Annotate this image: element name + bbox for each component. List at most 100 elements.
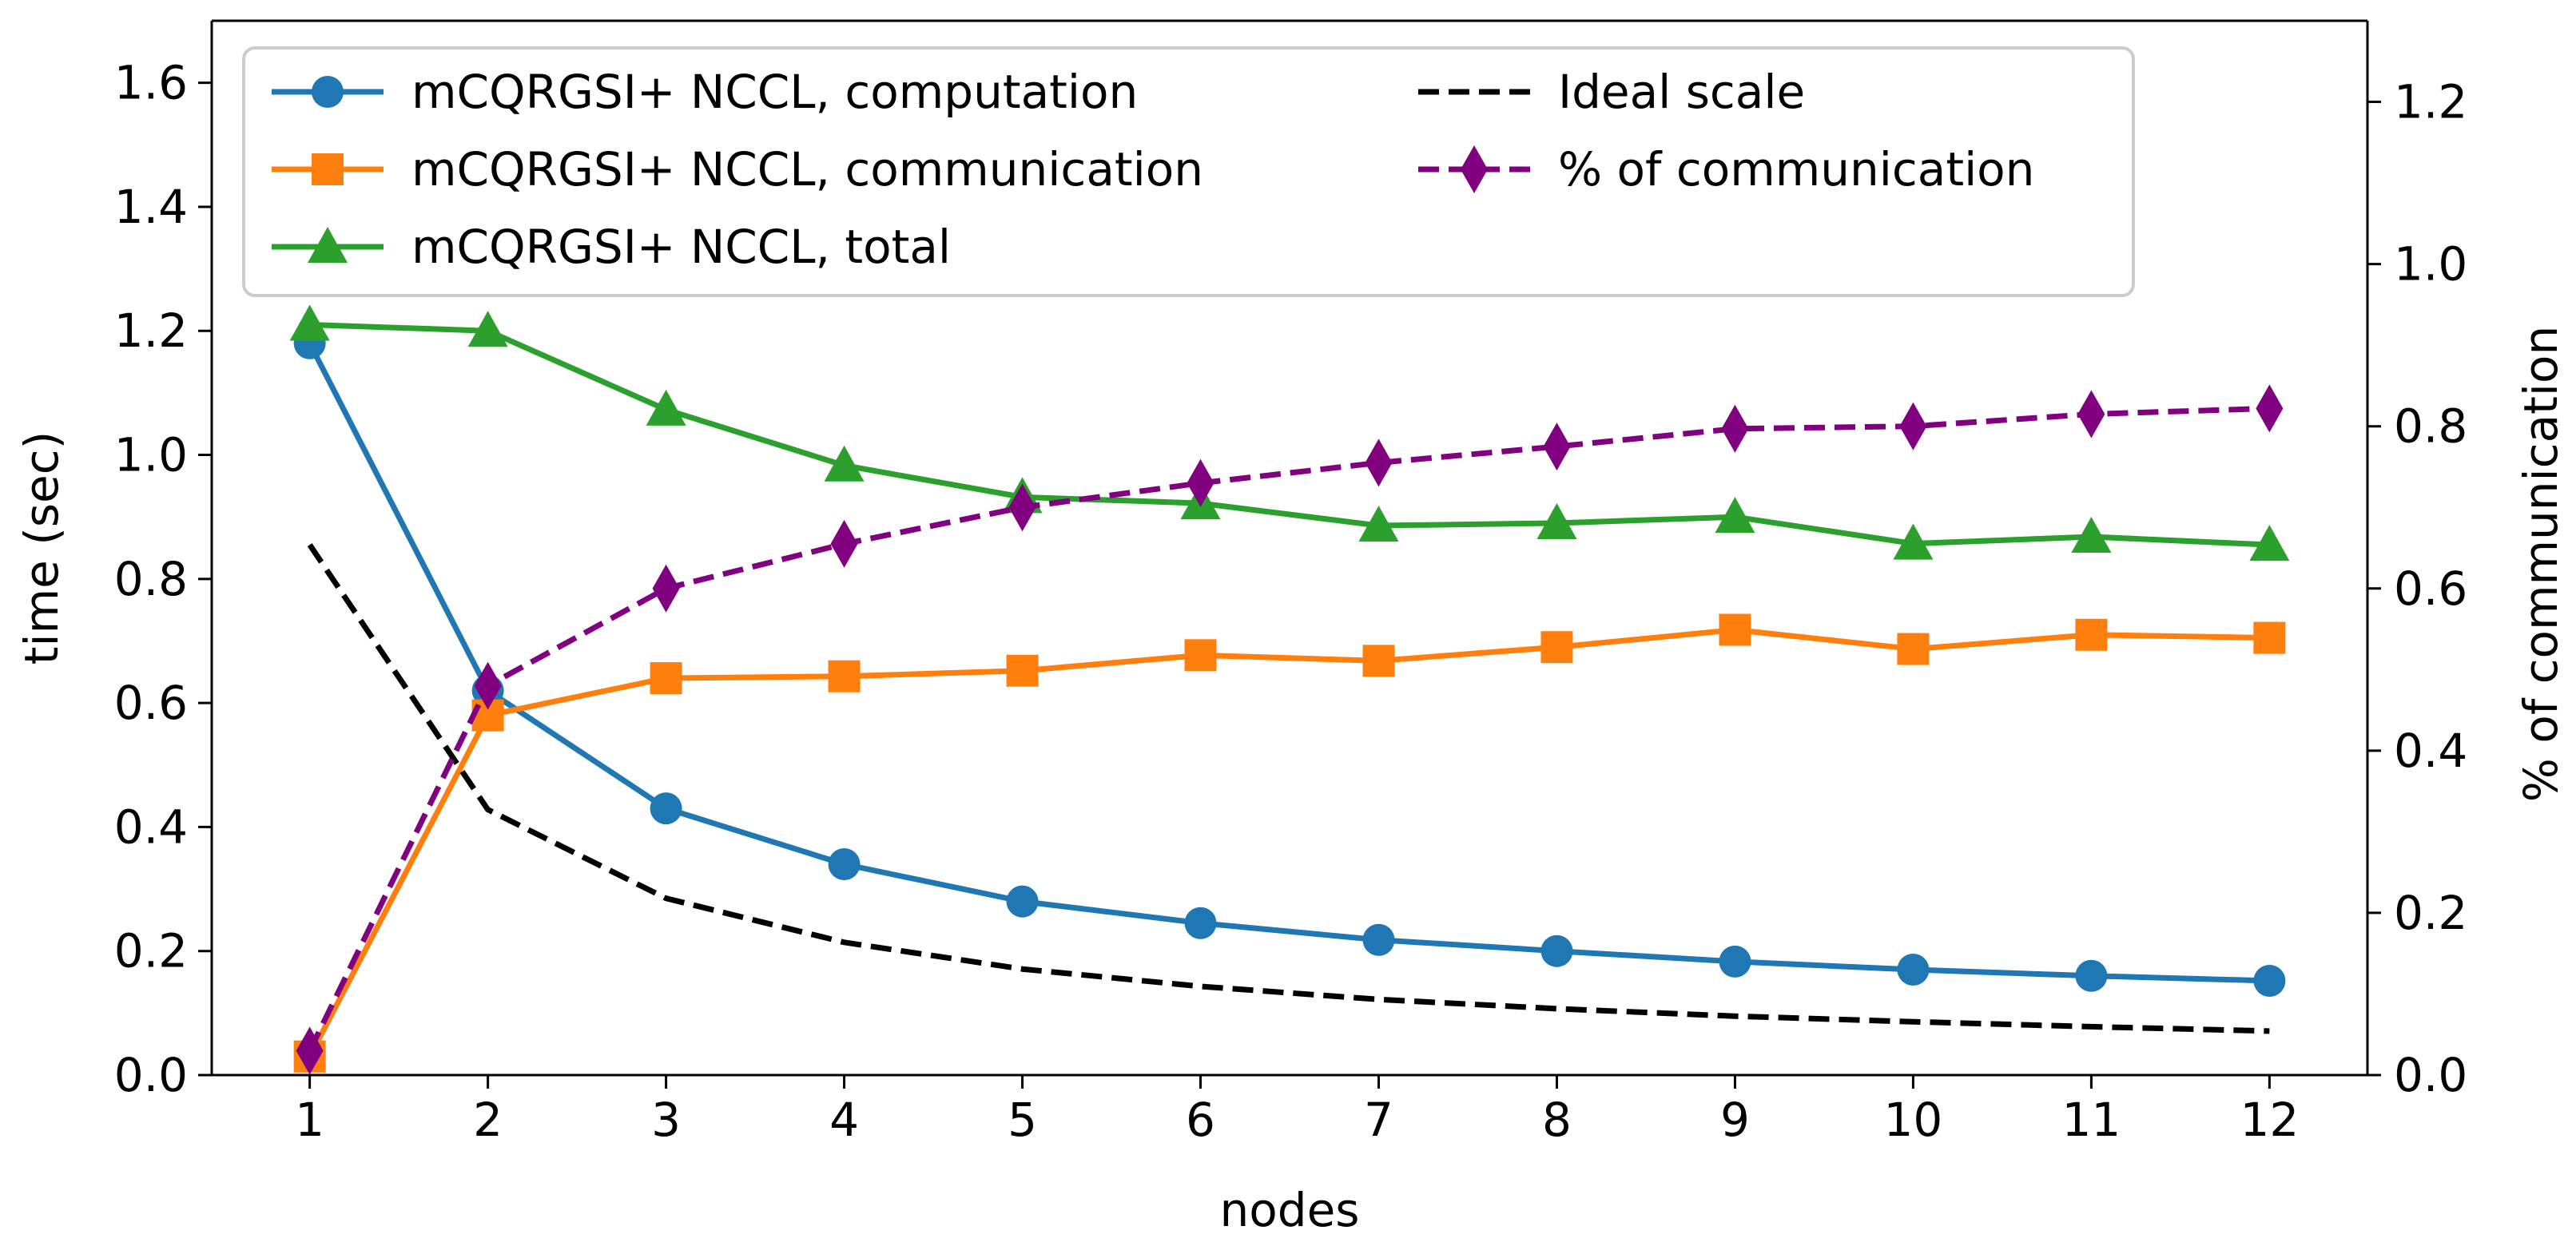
data-point bbox=[1540, 631, 1573, 664]
legend-marker bbox=[312, 76, 344, 108]
legend-marker bbox=[308, 227, 348, 263]
x-tick-label: 5 bbox=[1008, 1093, 1037, 1147]
data-point bbox=[2256, 384, 2284, 433]
y-right-tick-label: 0.6 bbox=[2394, 561, 2467, 616]
data-point bbox=[830, 519, 858, 568]
data-point bbox=[1006, 654, 1039, 687]
series-3 bbox=[307, 543, 2270, 1034]
series-1 bbox=[293, 613, 2286, 1073]
x-tick-label: 12 bbox=[2240, 1093, 2299, 1147]
data-point bbox=[652, 564, 680, 613]
data-point bbox=[1358, 506, 1399, 542]
y-right-tick-label: 0.4 bbox=[2394, 724, 2467, 778]
data-point bbox=[1006, 885, 1039, 918]
y-tick-label: 0.4 bbox=[114, 800, 188, 854]
series-4 bbox=[296, 384, 2284, 1075]
x-tick-label: 10 bbox=[1884, 1093, 1943, 1147]
x-tick-label: 2 bbox=[473, 1093, 503, 1147]
data-point bbox=[1893, 523, 1934, 560]
y-right-tick-label: 0.2 bbox=[2394, 886, 2467, 940]
data-point bbox=[474, 661, 502, 710]
series-2 bbox=[289, 304, 2290, 561]
legend: mCQRGSI+ NCCL, computation mCQRGSI+ NCCL,… bbox=[242, 46, 2135, 297]
y-tick-label: 0.0 bbox=[114, 1048, 188, 1102]
x-tick-label: 8 bbox=[1542, 1093, 1572, 1147]
y-tick-label: 1.4 bbox=[114, 180, 188, 234]
series-line bbox=[307, 543, 2270, 1034]
y-axis-label: time (sec) bbox=[14, 431, 69, 665]
data-point bbox=[1719, 945, 1751, 978]
legend-frame bbox=[242, 46, 2135, 297]
data-point bbox=[1543, 423, 1571, 471]
series-line bbox=[307, 342, 2270, 984]
data-point bbox=[828, 660, 861, 692]
x-tick-label: 3 bbox=[651, 1093, 681, 1147]
legend-item-0: mCQRGSI+ NCCL, computation bbox=[272, 65, 1138, 119]
legend-label: mCQRGSI+ NCCL, computation bbox=[411, 65, 1138, 119]
y-tick-label: 1.6 bbox=[114, 56, 188, 110]
legend-item-2: mCQRGSI+ NCCL, total bbox=[272, 220, 951, 274]
data-point bbox=[1899, 402, 1927, 450]
data-point bbox=[1187, 458, 1214, 507]
y-right-tick-label: 1.0 bbox=[2394, 237, 2467, 292]
plot-layer bbox=[289, 304, 2290, 1075]
data-point bbox=[2075, 959, 2108, 992]
data-point bbox=[289, 304, 330, 341]
series-line bbox=[307, 626, 2270, 1058]
legend-label: Ideal scale bbox=[1558, 65, 1805, 119]
legend-label: mCQRGSI+ NCCL, communication bbox=[411, 142, 1203, 196]
data-point bbox=[1721, 404, 1749, 453]
data-point bbox=[1536, 502, 1577, 539]
data-point bbox=[1362, 645, 1395, 677]
data-point bbox=[1362, 923, 1395, 956]
data-point bbox=[2077, 390, 2105, 438]
series-0 bbox=[293, 327, 2286, 997]
y-right-tick-label: 1.2 bbox=[2394, 75, 2467, 129]
data-point bbox=[1715, 497, 1755, 534]
y-tick-label: 1.2 bbox=[114, 304, 188, 358]
data-point bbox=[1365, 438, 1393, 487]
data-point bbox=[1897, 954, 1930, 986]
legend-item-1: mCQRGSI+ NCCL, communication bbox=[272, 142, 1203, 196]
data-point bbox=[1184, 639, 1217, 672]
data-point bbox=[828, 848, 861, 880]
data-point bbox=[1008, 483, 1036, 532]
legend-item-3: Ideal scale bbox=[1418, 65, 1805, 119]
data-point bbox=[467, 311, 508, 347]
y-tick-label: 0.2 bbox=[114, 924, 188, 978]
x-tick-label: 4 bbox=[829, 1093, 859, 1147]
data-point bbox=[1897, 633, 1930, 665]
x-tick-label: 7 bbox=[1364, 1093, 1393, 1147]
legend-label: % of communication bbox=[1558, 142, 2034, 196]
legend-marker bbox=[312, 153, 344, 185]
data-point bbox=[1184, 907, 1217, 939]
data-point bbox=[646, 389, 686, 426]
data-point bbox=[2253, 964, 2286, 997]
legend-marker bbox=[1461, 145, 1488, 193]
data-point bbox=[2071, 517, 2112, 554]
x-tick-label: 9 bbox=[1720, 1093, 1750, 1147]
legend-label: mCQRGSI+ NCCL, total bbox=[411, 220, 951, 274]
series-line bbox=[307, 405, 2270, 1053]
axes-layer: 1 2 3 4 5 6 7 8 9 10 11 120.00.20.40.60.81.01.21.41… bbox=[14, 19, 2568, 1237]
y-tick-label: 0.6 bbox=[114, 676, 188, 730]
x-tick-label: 11 bbox=[2061, 1093, 2121, 1147]
data-point bbox=[2075, 618, 2108, 651]
data-point bbox=[1540, 935, 1573, 967]
data-point bbox=[2249, 525, 2290, 561]
x-tick-label: 1 bbox=[295, 1093, 324, 1147]
y-tick-label: 1.0 bbox=[114, 428, 188, 482]
y-right-axis-label: % of communication bbox=[2514, 326, 2568, 802]
data-point bbox=[1719, 613, 1751, 646]
data-point bbox=[2253, 621, 2286, 654]
data-point bbox=[650, 792, 682, 825]
series-line bbox=[309, 321, 2270, 548]
data-point bbox=[650, 662, 682, 695]
data-point bbox=[296, 1026, 324, 1075]
x-axis-label: nodes bbox=[1220, 1183, 1360, 1237]
data-point bbox=[824, 445, 865, 482]
y-tick-label: 0.8 bbox=[114, 552, 188, 606]
y-right-tick-label: 0.8 bbox=[2394, 399, 2467, 454]
legend-item-4: % of communication bbox=[1418, 142, 2034, 196]
